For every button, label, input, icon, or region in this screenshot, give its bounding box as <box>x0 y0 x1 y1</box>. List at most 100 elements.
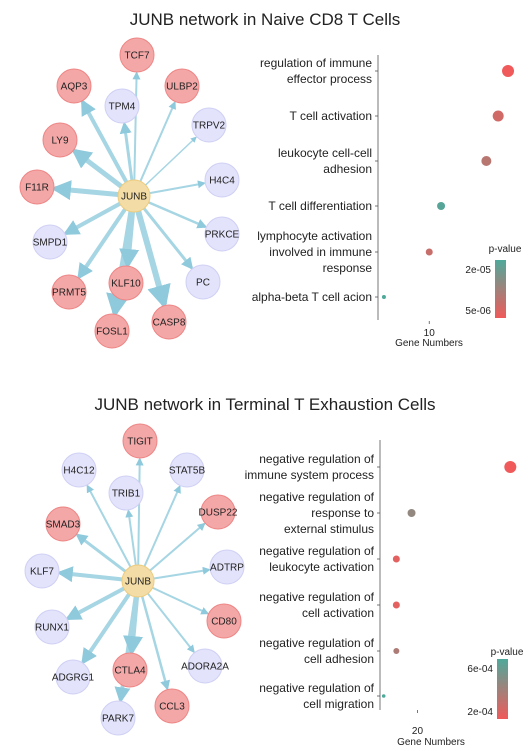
legend-colorbar <box>497 659 508 719</box>
data-point-negative-regulation-of-cell-adhesion <box>393 648 400 654</box>
y-tick-label-line: leukocyte cell-cell <box>278 146 372 160</box>
gene-node-circle <box>204 216 240 252</box>
edge-junb-klf7 <box>56 566 123 583</box>
x-axis-label: Gene Numbers <box>397 737 465 748</box>
gene-node-smpd1: SMPD1 <box>32 224 68 260</box>
gene-node-circle <box>119 37 155 73</box>
data-point-lymphocyte-activation-involved-in-immune-response <box>425 248 433 256</box>
gene-node-label: CCL3 <box>159 702 185 713</box>
edge-junb-trib1 <box>125 509 137 566</box>
gene-node-trib1: TRIB1 <box>108 475 144 511</box>
data-point-negative-regulation-of-leukocyte-activation <box>392 555 400 563</box>
y-tick-label-negative-regulation-of-cell-migration: negative regulation of cell migration <box>259 681 374 711</box>
gene-node-circle <box>56 68 92 104</box>
gene-node-prmt5: PRMT5 <box>51 274 87 310</box>
edge-junb-adgrg1 <box>81 593 131 665</box>
y-tick-label-line: T cell differentiation <box>268 199 372 213</box>
gene-node-label: FOSL1 <box>96 327 128 338</box>
gene-node-ctla4: CTLA4 <box>112 652 148 688</box>
gene-node-circle <box>55 659 91 695</box>
y-tick-label-line: T cell activation <box>290 109 372 123</box>
data-point-negative-regulation-of-cell-activation <box>392 601 400 609</box>
y-tick-label-line: negative regulation of <box>259 452 374 466</box>
y-tick-label-negative-regulation-of-cell-activation: negative regulation of cell activation <box>259 590 374 620</box>
edge-junb-pc <box>142 207 194 270</box>
edge-junb-tigit <box>135 457 144 566</box>
data-point-t-cell-differentiation <box>437 202 446 210</box>
network-2: TIGIT STAT5B DUSP22 ADTRP CD80 ADORA2A CCL3 PAR… <box>24 423 245 736</box>
y-tick-label-line: cell activation <box>302 606 374 620</box>
edge-junb-smpd1 <box>62 201 121 236</box>
edge-junb-prmt5 <box>77 208 127 280</box>
y-tick-label-regulation-of-immune-effector-process: regulation of immune effector process <box>260 56 372 86</box>
gene-node-label: SMAD3 <box>46 520 81 531</box>
panel-2-title: JUNB network in Terminal T Exhaustion Ce… <box>94 395 436 414</box>
hub-node-circle <box>121 564 155 598</box>
gene-node-ccl3: CCL3 <box>154 688 190 724</box>
edge-junb-tcf7 <box>132 71 141 181</box>
gene-node-dusp22: DUSP22 <box>199 494 238 530</box>
edge-junb-prkce <box>148 201 208 229</box>
gene-node-casp8: CASP8 <box>151 304 187 340</box>
edge-junb-klf10 <box>119 211 140 270</box>
data-point-negative-regulation-of-cell-migration <box>381 694 386 698</box>
gene-node-circle <box>206 603 242 639</box>
gene-node-label: H4C12 <box>63 466 95 477</box>
gene-node-circle <box>108 265 144 301</box>
edge-junb-smad3 <box>75 533 127 573</box>
data-point-negative-regulation-of-immune-system-process <box>504 461 517 473</box>
gene-node-pc: PC <box>185 264 221 300</box>
gene-node-circle <box>42 122 78 158</box>
gene-node-circle <box>19 169 55 205</box>
y-tick-label-line: response to <box>311 506 374 520</box>
y-tick-label-line: adhesion <box>323 162 372 176</box>
edge-junb-casp8 <box>135 210 171 310</box>
dotplot-1: regulation of immune effector process T ce… <box>252 55 522 349</box>
y-tick-label-negative-regulation-of-leukocyte-activation: negative regulation of leukocyte activati… <box>259 544 374 574</box>
data-point-t-cell-activation <box>492 110 504 122</box>
gene-node-label: ADORA2A <box>181 662 229 673</box>
edge-junb-trpv2 <box>145 136 197 186</box>
gene-node-label: DUSP22 <box>199 508 238 519</box>
gene-node-cd80: CD80 <box>206 603 242 639</box>
edge-junb-aqp3 <box>80 98 129 183</box>
gene-node-adora2a: ADORA2A <box>181 648 229 684</box>
gene-node-label: RUNX1 <box>35 623 69 634</box>
y-tick-label-negative-regulation-of-response-to-external-stimulus: negative regulation of response to externa… <box>259 490 374 536</box>
edge-junb-ctla4 <box>123 596 144 657</box>
edge-junb-adora2a <box>147 592 195 654</box>
y-tick-label-line: negative regulation of <box>259 590 374 604</box>
gene-node-circle <box>100 700 136 736</box>
p-value-legend: p-value 2e-05 5e-06 <box>465 244 522 318</box>
gene-node-label: TRIB1 <box>112 489 141 500</box>
gene-node-tigit: TIGIT <box>122 423 158 459</box>
gene-node-label: TIGIT <box>127 437 153 448</box>
gene-node-label: PARK7 <box>102 714 134 725</box>
edge-junb-f11r <box>50 180 119 201</box>
data-point-regulation-of-immune-effector-process <box>502 65 515 77</box>
gene-node-label: PRKCE <box>205 230 240 241</box>
gene-node-circle <box>185 264 221 300</box>
y-tick-label-line: negative regulation of <box>259 544 374 558</box>
gene-node-klf10: KLF10 <box>108 265 144 301</box>
hub-node-circle <box>117 179 151 213</box>
y-tick-label-line: response <box>323 261 373 275</box>
gene-node-circle <box>34 609 70 645</box>
gene-node-adtrp: ADTRP <box>209 549 245 585</box>
gene-node-circle <box>94 313 130 349</box>
y-tick-label-negative-regulation-of-cell-adhesion: negative regulation of cell adhesion <box>259 636 374 666</box>
gene-node-circle <box>108 475 144 511</box>
gene-node-tcf7: TCF7 <box>119 37 155 73</box>
dotplot-2: negative regulation of immune system proc… <box>245 440 524 748</box>
gene-node-f11r: F11R <box>19 169 55 205</box>
y-tick-label-negative-regulation-of-immune-system-process: negative regulation of immune system proc… <box>245 452 375 482</box>
y-tick-label-line: cell adhesion <box>304 652 374 666</box>
x-axis-label: Gene Numbers <box>395 338 463 349</box>
gene-node-label: CD80 <box>211 617 237 628</box>
p-value-legend: p-value 6e-04 2e-04 <box>467 647 524 719</box>
y-tick-label-line: regulation of immune <box>260 56 372 70</box>
gene-node-h4c12: H4C12 <box>61 452 97 488</box>
gene-node-circle <box>32 224 68 260</box>
edge-junb-ulbp2 <box>139 101 176 182</box>
legend-label-high: 6e-04 <box>467 664 493 675</box>
